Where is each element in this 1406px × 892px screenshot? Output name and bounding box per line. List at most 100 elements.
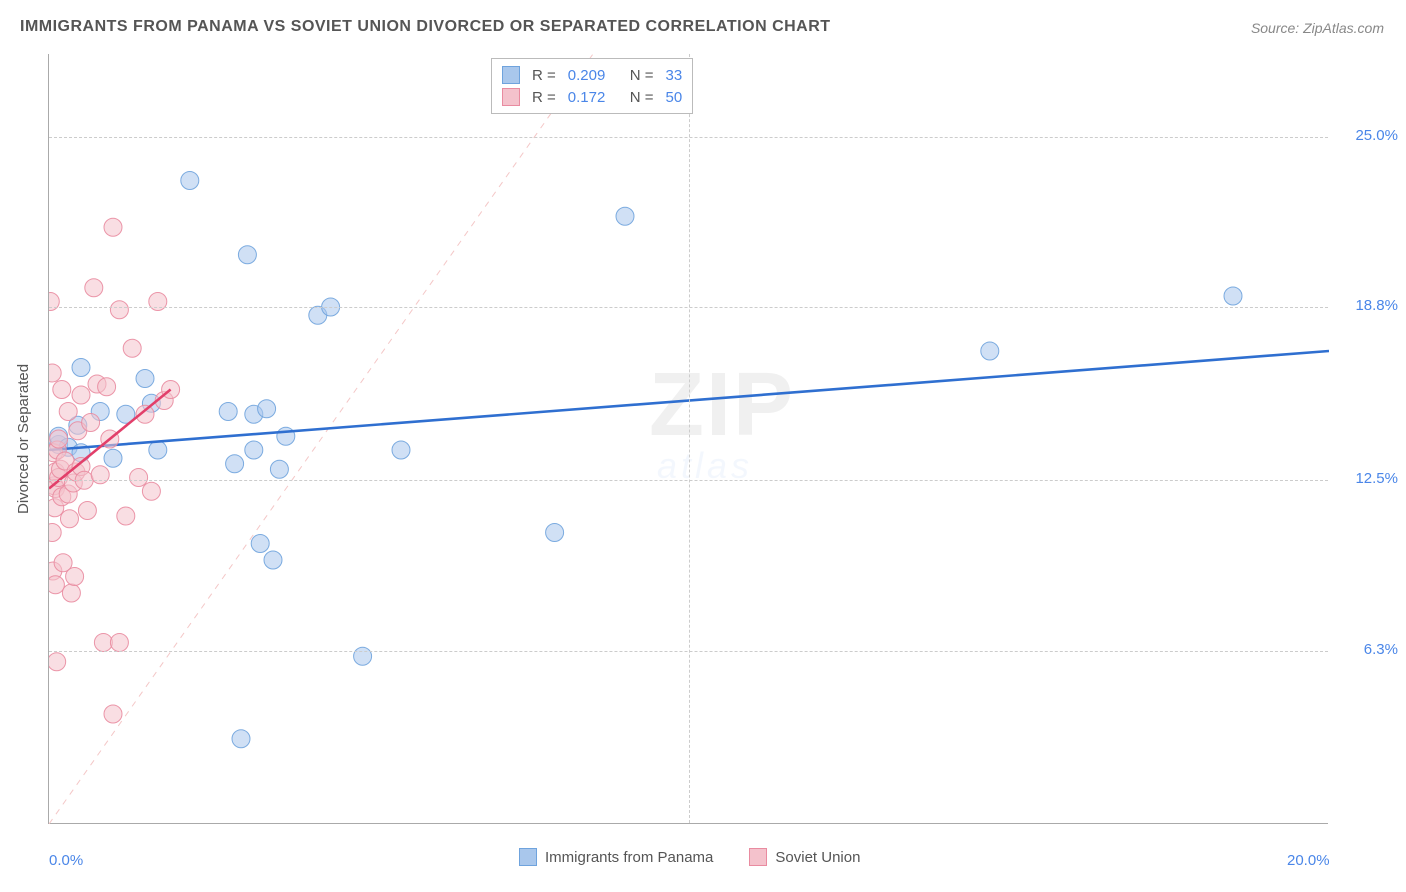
- data-point: [277, 427, 295, 445]
- chart-title: IMMIGRANTS FROM PANAMA VS SOVIET UNION D…: [20, 18, 831, 36]
- data-point: [94, 634, 112, 652]
- data-point: [1224, 287, 1242, 305]
- data-point: [238, 246, 256, 264]
- x-tick-label: 20.0%: [1287, 852, 1330, 869]
- data-point: [49, 562, 62, 580]
- data-point: [66, 568, 84, 586]
- data-point: [251, 535, 269, 553]
- data-point: [85, 279, 103, 297]
- watermark-main: ZIP: [649, 355, 795, 455]
- chart-container: IMMIGRANTS FROM PANAMA VS SOVIET UNION D…: [0, 0, 1406, 892]
- data-point: [181, 172, 199, 190]
- legend-swatch: [519, 848, 537, 866]
- data-point: [67, 463, 85, 481]
- data-point: [219, 403, 237, 421]
- reference-line: [49, 54, 593, 824]
- watermark: ZIPatlas: [649, 354, 795, 487]
- data-point: [64, 474, 82, 492]
- data-point: [69, 416, 87, 434]
- r-value: 0.172: [568, 89, 618, 106]
- data-point: [155, 392, 173, 410]
- data-point: [49, 480, 64, 498]
- data-point: [59, 438, 77, 456]
- y-tick-label: 6.3%: [1364, 641, 1398, 658]
- data-point: [49, 499, 64, 517]
- data-point: [104, 449, 122, 467]
- data-point: [50, 430, 68, 448]
- data-point: [53, 381, 71, 399]
- data-point: [49, 444, 62, 462]
- legend-swatch: [502, 88, 520, 106]
- x-tick-label: 0.0%: [49, 852, 83, 869]
- data-point: [50, 427, 68, 445]
- data-point: [52, 460, 70, 478]
- data-point: [82, 414, 100, 432]
- data-point: [53, 488, 71, 506]
- y-tick-label: 18.8%: [1355, 297, 1398, 314]
- y-tick-label: 25.0%: [1355, 127, 1398, 144]
- data-point: [54, 554, 72, 572]
- data-point: [104, 705, 122, 723]
- data-point: [258, 400, 276, 418]
- legend-swatch: [502, 66, 520, 84]
- n-value: 33: [666, 67, 683, 84]
- r-value: 0.209: [568, 67, 618, 84]
- data-point: [91, 403, 109, 421]
- data-point: [49, 364, 61, 382]
- data-point: [49, 653, 66, 671]
- legend-label: Soviet Union: [775, 849, 860, 866]
- data-point: [72, 458, 90, 476]
- data-point: [130, 469, 148, 487]
- data-point: [69, 422, 87, 440]
- data-point: [142, 482, 160, 500]
- series-legend: Immigrants from Panama Soviet Union: [519, 848, 860, 866]
- legend-item: Immigrants from Panama: [519, 848, 713, 866]
- data-point: [72, 359, 90, 377]
- data-point: [123, 339, 141, 357]
- source-attribution: Source: ZipAtlas.com: [1251, 20, 1384, 36]
- legend-item: Soviet Union: [749, 848, 860, 866]
- legend-label: Immigrants from Panama: [545, 849, 713, 866]
- data-point: [78, 502, 96, 520]
- y-tick-label: 12.5%: [1355, 470, 1398, 487]
- correlation-legend: R =0.209N =33R =0.172N =50: [491, 58, 693, 114]
- data-point: [117, 507, 135, 525]
- data-point: [110, 301, 128, 319]
- legend-swatch: [749, 848, 767, 866]
- legend-row: R =0.209N =33: [502, 64, 682, 86]
- data-point: [110, 634, 128, 652]
- data-point: [72, 386, 90, 404]
- data-point: [88, 375, 106, 393]
- data-point: [981, 342, 999, 360]
- data-point: [101, 430, 119, 448]
- data-point: [264, 551, 282, 569]
- plot-area: ZIPatlas 6.3%12.5%18.8%25.0%0.0%20.0%R =…: [48, 54, 1328, 824]
- data-point: [104, 218, 122, 236]
- data-point: [232, 730, 250, 748]
- data-point: [309, 306, 327, 324]
- gridline-vertical: [689, 54, 690, 823]
- data-point: [245, 405, 263, 423]
- data-point: [59, 485, 77, 503]
- data-point: [546, 524, 564, 542]
- data-point: [49, 524, 61, 542]
- data-point: [49, 463, 64, 481]
- data-point: [149, 441, 167, 459]
- data-point: [270, 460, 288, 478]
- data-point: [56, 452, 74, 470]
- n-label: N =: [630, 67, 654, 84]
- data-point: [49, 441, 66, 459]
- n-value: 50: [666, 89, 683, 106]
- data-point: [117, 405, 135, 423]
- trend-line: [49, 390, 171, 489]
- r-label: R =: [532, 89, 556, 106]
- y-axis-label: Divorced or Separated: [15, 54, 32, 824]
- data-point: [50, 469, 68, 487]
- data-point: [72, 444, 90, 462]
- data-point: [59, 403, 77, 421]
- data-point: [245, 441, 263, 459]
- data-point: [60, 510, 78, 528]
- data-point: [616, 207, 634, 225]
- data-point: [50, 436, 68, 454]
- data-point: [98, 378, 116, 396]
